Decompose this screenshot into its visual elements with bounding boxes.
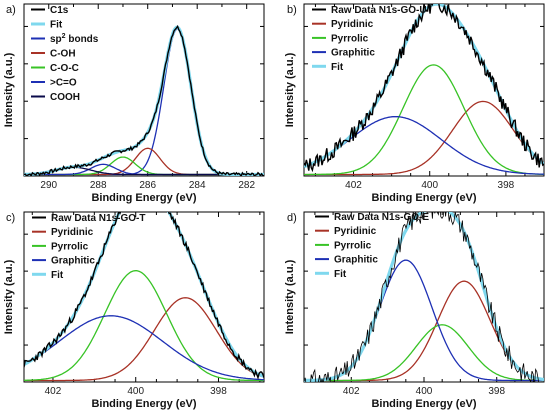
curves xyxy=(304,4,544,176)
legend-entry: C1s xyxy=(50,5,69,16)
component-curve-pyridinic xyxy=(304,280,544,382)
legend-entry: C-O-C xyxy=(50,63,79,74)
component-curve-pyrrolic xyxy=(24,270,264,382)
curves xyxy=(304,212,544,382)
component-curve-pyridinic xyxy=(304,100,544,176)
x-axis-title: Binding Energy (eV) xyxy=(91,192,196,204)
x-tick-label: 402 xyxy=(343,386,360,397)
x-tick-label: 402 xyxy=(45,386,62,397)
x-tick-label: 282 xyxy=(238,180,255,191)
x-tick-label: 290 xyxy=(40,180,57,191)
legend-entry: Graphitic xyxy=(331,48,375,59)
legend-entry: Pyrrolic xyxy=(334,240,372,251)
y-axis-title: Intensity (a.u.) xyxy=(284,259,296,334)
legend-entry: >C=O xyxy=(50,78,77,89)
component-curve-graphitic xyxy=(24,315,264,381)
component-curve-c-o-c xyxy=(24,156,264,176)
panel-label: a) xyxy=(6,4,16,16)
raw-data-curve xyxy=(304,212,544,382)
legend: Raw Data N1s-GO-U Pyridinic Pyrrolic Graphi… xyxy=(312,5,427,73)
legend-entry: Pyridinic xyxy=(51,227,94,238)
y-axis-title: Intensity (a.u.) xyxy=(3,52,15,127)
component-curve-pyrrolic xyxy=(304,324,544,382)
component-curve-pyridinic xyxy=(24,297,264,382)
legend-entry: Raw Data N1s-GO-E xyxy=(334,212,429,223)
component-curve-pyrrolic xyxy=(304,64,544,176)
raw-data-curve xyxy=(24,212,264,380)
x-tick-label: 288 xyxy=(90,180,107,191)
x-tick-label: 402 xyxy=(345,180,362,191)
x-tick-label: 398 xyxy=(498,180,515,191)
curves xyxy=(24,212,264,382)
legend: Raw Data N1s-GO-T Pyridinic Pyrrolic Graphi… xyxy=(32,213,145,281)
legend-entry: Pyridinic xyxy=(334,226,377,237)
legend-entry: Pyridinic xyxy=(331,19,374,30)
x-tick-label: 400 xyxy=(421,180,438,191)
legend-entry: Fit xyxy=(50,20,63,31)
raw-data-curve xyxy=(24,24,264,176)
x-tick-label: 400 xyxy=(127,386,144,397)
x-axis-title: Binding Energy (eV) xyxy=(371,398,476,410)
curves xyxy=(24,24,264,176)
legend: Raw Data N1s-GO-E Pyridinic Pyrrolic Graphi… xyxy=(315,212,429,280)
panel-label: b) xyxy=(287,4,297,16)
legend-entry: Raw Data N1s-GO-U xyxy=(331,5,427,16)
panel-label: c) xyxy=(6,212,15,224)
legend-entry: Fit xyxy=(334,269,347,280)
plot-frame xyxy=(23,3,265,177)
legend-entry: Pyrrolic xyxy=(331,33,369,44)
x-tick-label: 398 xyxy=(488,386,505,397)
x-tick-label: 286 xyxy=(139,180,156,191)
legend-entry: Graphitic xyxy=(334,255,378,266)
legend-entry: C-OH xyxy=(50,49,76,60)
legend-entry: Fit xyxy=(331,62,344,73)
x-axis-title: Binding Energy (eV) xyxy=(371,192,476,204)
legend-entry: Pyrrolic xyxy=(51,241,89,252)
raw-data-curve xyxy=(304,4,544,173)
x-tick-label: 400 xyxy=(416,386,433,397)
x-axis-title: Binding Energy (eV) xyxy=(91,398,196,410)
panel-label: d) xyxy=(287,212,297,224)
panel-d: 402 400 398 Binding Energy (eV) Intensity (a… xyxy=(284,211,545,410)
x-tick-label: 398 xyxy=(210,386,227,397)
legend: C1s Fit sp2 bonds C-OH C-O-C >C=O COOH xyxy=(31,5,99,103)
legend-entry: Raw Data N1s-GO-T xyxy=(51,213,145,224)
legend-entry: Graphitic xyxy=(51,256,95,267)
panel-b: 402 400 398 Binding Energy (eV) Intensity (a… xyxy=(284,3,545,204)
legend-entry: sp2 bonds xyxy=(50,33,99,45)
panel-c: 402 400 398 Binding Energy (eV) Intensity (a… xyxy=(3,211,265,410)
y-axis-title: Intensity (a.u.) xyxy=(3,259,15,334)
legend-entry: COOH xyxy=(50,92,80,103)
x-tick-label: 284 xyxy=(189,180,206,191)
y-axis-title: Intensity (a.u.) xyxy=(284,52,296,127)
legend-entry: Fit xyxy=(51,270,64,281)
panel-a: 290 288 286 284 282 Binding Energy (eV) Intens… xyxy=(3,3,265,204)
plot-frame xyxy=(23,211,265,383)
